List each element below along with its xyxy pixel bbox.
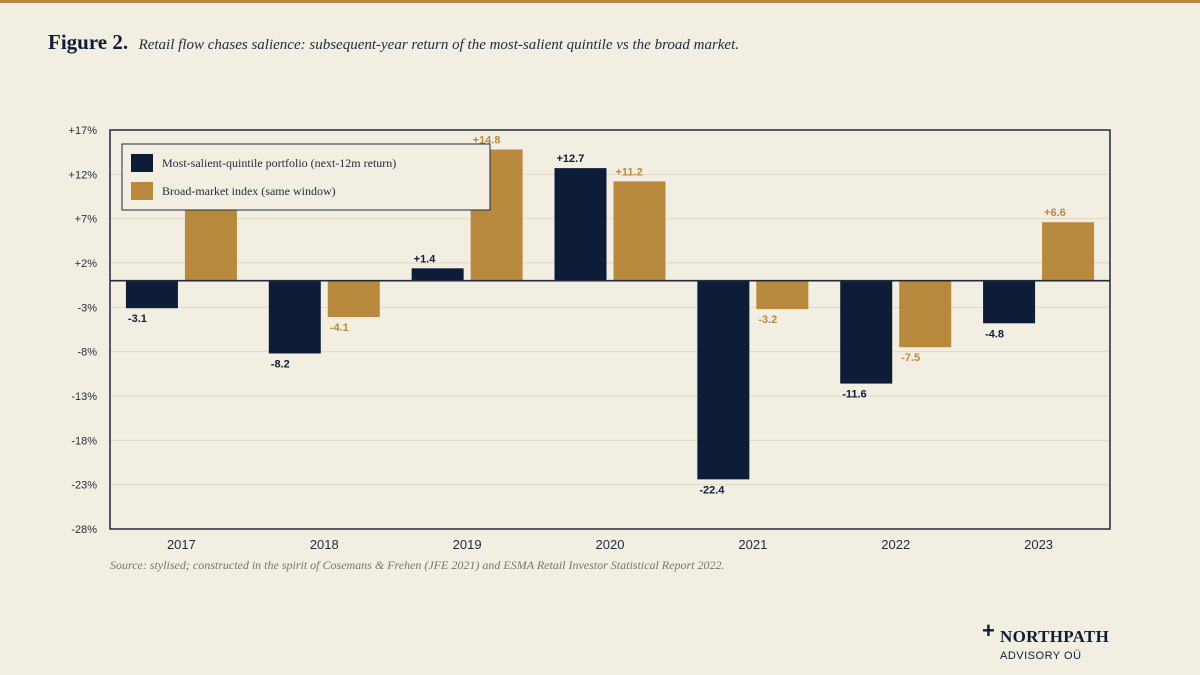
top-accent-rule <box>0 0 1200 3</box>
y-tick-label: +12% <box>69 169 98 181</box>
bar <box>613 181 666 281</box>
data-label: +11.2 <box>616 166 643 178</box>
bars-layer <box>125 149 1095 480</box>
bar <box>1042 222 1095 281</box>
bar <box>125 280 178 309</box>
y-tick-label: -8% <box>77 347 97 359</box>
bar <box>697 280 750 480</box>
plot-frame <box>109 129 1111 530</box>
data-label: +1.4 <box>414 253 437 265</box>
x-tick-label: 2020 <box>596 537 625 552</box>
y-tick-label: +17% <box>69 125 98 137</box>
brand-cross-icon: + <box>982 618 995 643</box>
y-tick-label: -3% <box>77 302 97 314</box>
x-tick-label: 2021 <box>738 537 767 552</box>
bar <box>840 280 893 384</box>
data-label: -7.5 <box>901 352 920 364</box>
data-label: +6.6 <box>1044 207 1066 219</box>
x-tick-label: 2018 <box>310 537 339 552</box>
axes-layer: +17% +12% +7% +2% -3% -8% -13% -18% -23% -28% 2017… <box>69 125 1111 552</box>
bar <box>554 168 607 281</box>
y-tick-label: +2% <box>75 258 98 270</box>
y-tick-label: -13% <box>71 391 97 403</box>
bar <box>268 280 321 354</box>
brand-name: NORTHPATH <box>1000 627 1110 646</box>
legend-swatch <box>131 154 153 172</box>
data-label: -11.6 <box>842 389 866 401</box>
legend-label: Broad-market index (same window) <box>162 184 336 198</box>
bar <box>756 280 809 310</box>
x-tick-label: 2023 <box>1024 537 1053 552</box>
bar <box>327 280 380 318</box>
y-tick-label: -23% <box>71 480 97 492</box>
x-tick-label: 2022 <box>881 537 910 552</box>
bar <box>983 280 1036 324</box>
legend: Most-salient-quintile portfolio (next-12… <box>121 143 491 211</box>
data-label: -4.1 <box>330 322 349 334</box>
source-note: Source: stylised; constructed in the spi… <box>110 558 725 572</box>
figure-caption: Retail flow chases salience: subsequent-… <box>138 37 740 53</box>
x-tick-label: 2017 <box>167 537 196 552</box>
y-tick-label: -18% <box>71 435 97 447</box>
bar <box>899 280 952 348</box>
y-tick-label: +7% <box>75 214 98 226</box>
data-label: -3.1 <box>128 313 147 325</box>
bar <box>411 268 464 281</box>
brand-subtitle: ADVISORY OÜ <box>1000 650 1082 662</box>
y-tick-label: -28% <box>71 524 97 536</box>
legend-label: Most-salient-quintile portfolio (next-12… <box>162 156 396 170</box>
x-tick-label: 2019 <box>453 537 482 552</box>
data-label: +12.7 <box>557 153 585 165</box>
data-label: -3.2 <box>758 314 777 326</box>
figure-title: Figure 2. Retail flow chases salience: s… <box>48 30 739 55</box>
data-label: -4.8 <box>985 328 1004 340</box>
figure-label: Figure 2. <box>48 30 129 54</box>
data-label: -8.2 <box>271 358 290 370</box>
data-label: -22.4 <box>699 484 725 496</box>
legend-swatch <box>131 182 153 200</box>
legend-box <box>121 143 491 211</box>
